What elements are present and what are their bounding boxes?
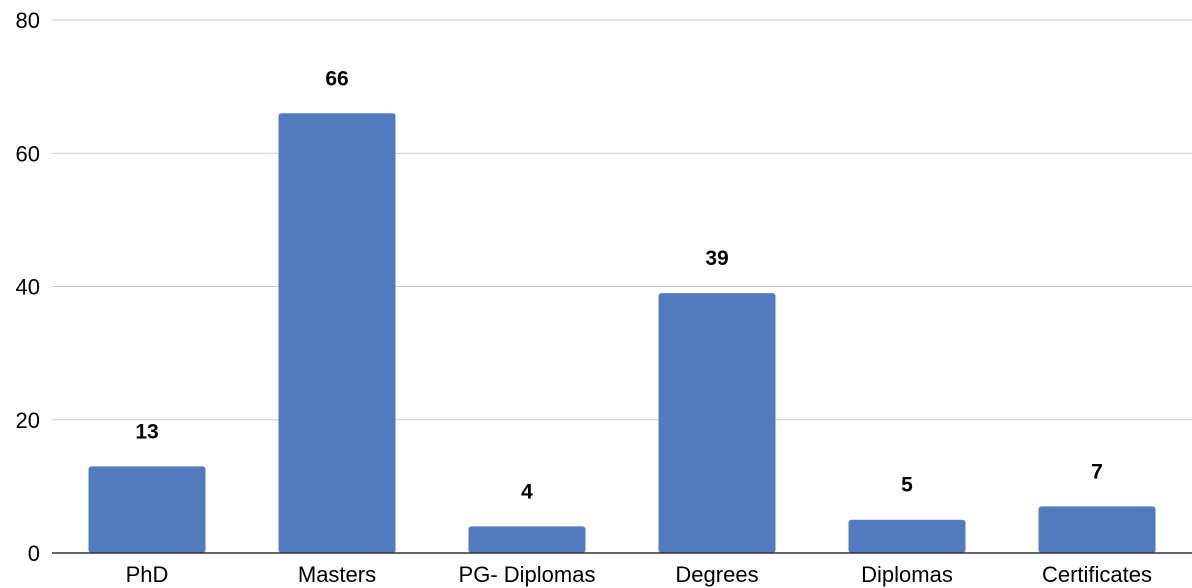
data-labels: 13 66 4 39 5 7 — [135, 67, 1103, 503]
data-label: 39 — [705, 247, 728, 270]
y-tick-label: 20 — [16, 408, 40, 433]
bar-diplomas — [848, 519, 966, 553]
y-tick-label: 40 — [16, 275, 40, 300]
bars — [88, 113, 1156, 554]
y-tick-label: 0 — [28, 541, 40, 566]
data-label: 5 — [901, 474, 913, 497]
data-label: 4 — [521, 480, 533, 503]
data-label: 7 — [1091, 460, 1103, 483]
x-tick-label: PhD — [126, 562, 169, 587]
y-tick-label: 60 — [16, 141, 40, 166]
bar-phd — [88, 466, 206, 553]
bar-masters — [278, 113, 396, 554]
y-axis-tick-labels: 0 20 40 60 80 — [16, 8, 40, 566]
data-label: 66 — [325, 67, 348, 90]
y-tick-label: 80 — [16, 8, 40, 33]
data-label: 13 — [135, 420, 158, 443]
bar-certificates — [1038, 506, 1156, 553]
x-axis-category-labels: PhD Masters PG- Diplomas Degrees Diplomas Cer… — [126, 562, 1152, 587]
x-tick-label: PG- Diplomas — [459, 562, 596, 587]
gridlines — [52, 19, 1192, 421]
x-tick-label: Diplomas — [861, 562, 953, 587]
x-tick-label: Certificates — [1042, 562, 1152, 587]
bar-pg-diplomas — [468, 526, 586, 553]
x-tick-label: Degrees — [675, 562, 758, 587]
x-tick-label: Masters — [298, 562, 376, 587]
bar-degrees — [658, 293, 776, 553]
